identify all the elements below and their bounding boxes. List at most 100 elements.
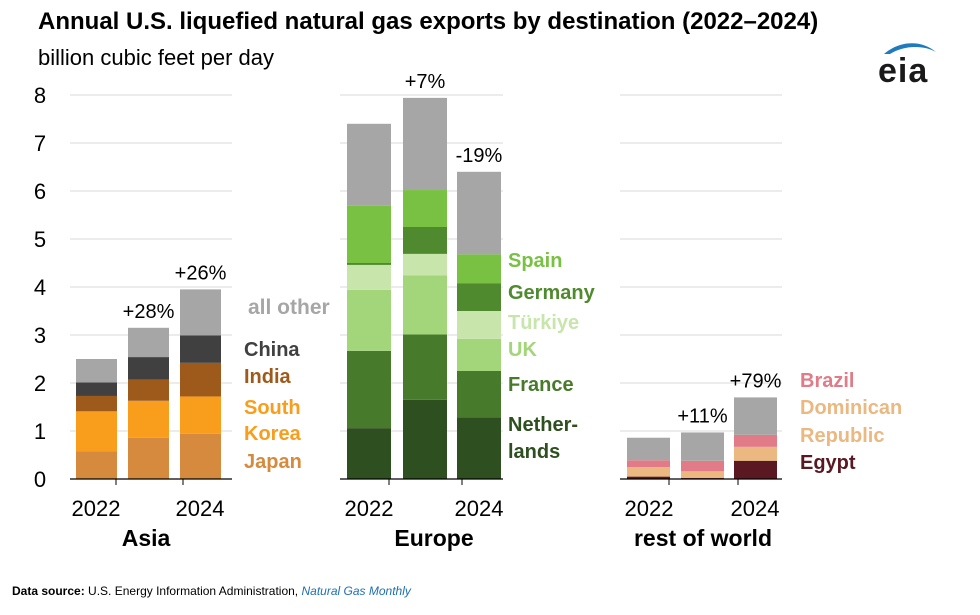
bar-segment [180, 289, 221, 336]
chart-subtitle: billion cubic feet per day [38, 45, 275, 70]
y-axis: 0 1 2 3 4 5 6 7 8 [34, 83, 46, 492]
bar-segment [347, 289, 391, 351]
bar-segment [347, 123, 391, 206]
bar-segment [76, 382, 117, 396]
bar-segment [681, 460, 724, 472]
bar-segment [128, 327, 169, 358]
group-name-label: rest of world [634, 525, 772, 551]
bar-segment [403, 97, 447, 191]
legend-label: Republic [800, 425, 884, 447]
y-tick-label: 7 [34, 131, 46, 156]
bar-segment [734, 446, 777, 461]
legend-label: Brazil [800, 370, 854, 392]
footer-publication-link[interactable]: Natural Gas Monthly [301, 584, 411, 598]
x-tick-label: 2022 [345, 496, 394, 521]
legend-label: Germany [508, 282, 596, 304]
x-tick-label: 2024 [731, 496, 780, 521]
bar-segment [627, 476, 670, 479]
y-tick-label: 2 [34, 371, 46, 396]
bar-segment [457, 171, 501, 255]
bar-segment [457, 417, 501, 479]
legend-label: lands [508, 441, 560, 463]
bar-change-label: +79% [730, 370, 782, 392]
bar-change-label: +26% [175, 262, 227, 284]
bar-segment [403, 227, 447, 254]
group-name-label: Asia [122, 525, 171, 551]
bar-segment [180, 433, 221, 479]
bar-segment [180, 335, 221, 363]
legend-label: Dominican [800, 397, 902, 419]
y-tick-label: 8 [34, 83, 46, 108]
bar-segment [128, 357, 169, 380]
bar-segment [403, 275, 447, 335]
bar-segment [457, 254, 501, 284]
bar-segment [128, 400, 169, 438]
x-tick-label: 2022 [72, 496, 121, 521]
lng-exports-chart: 0 1 2 3 4 5 6 7 8 +28%+26% +7% -19% +11%+79% China I… [34, 71, 902, 551]
bar-segment [347, 428, 391, 479]
bar-segment [403, 190, 447, 227]
legend-label: UK [508, 339, 537, 361]
chart-title: Annual U.S. liquefied natural gas export… [38, 8, 819, 35]
legend-label: Spain [508, 250, 562, 272]
bar-segment [734, 460, 777, 479]
bar-segment [76, 395, 117, 412]
bar-segment [734, 397, 777, 435]
legend-label: Egypt [800, 452, 856, 474]
bar-change-label: -19% [456, 145, 503, 167]
bar-change-label: +7% [405, 71, 446, 93]
eia-logo: eia [878, 40, 940, 90]
bar-segment [627, 460, 670, 467]
bar-segment [128, 437, 169, 479]
legend-label: France [508, 374, 574, 396]
bar-segment [347, 264, 391, 290]
bar-segment [403, 253, 447, 276]
data-source-footer: Data source: U.S. Energy Information Adm… [12, 584, 411, 598]
y-tick-label: 5 [34, 227, 46, 252]
legend-label: India [244, 366, 292, 388]
y-tick-label: 6 [34, 179, 46, 204]
bar-change-label: +28% [123, 301, 175, 323]
legend-labels: China India South Korea Japan Spain Germany Tür… [244, 250, 902, 474]
bar-segment [734, 434, 777, 447]
x-tick-label: 2024 [176, 496, 225, 521]
bar-segment [681, 471, 724, 479]
y-tick-label: 0 [34, 467, 46, 492]
y-tick-label: 1 [34, 419, 46, 444]
bar-change-label: +11% [677, 405, 727, 427]
bars [76, 97, 777, 479]
y-tick-label: 4 [34, 275, 46, 300]
bar-segment [457, 338, 501, 371]
bar-segment [627, 467, 670, 477]
bar-segment [457, 283, 501, 311]
bar-segment [128, 379, 169, 401]
bar-segment [347, 263, 391, 265]
bar-segment [180, 362, 221, 397]
bar-segment [457, 311, 501, 339]
x-tick-label: 2022 [625, 496, 674, 521]
x-tick-label: 2024 [455, 496, 504, 521]
bar-segment [76, 411, 117, 452]
legend-label: Japan [244, 451, 302, 473]
footer-label: Data source: [12, 584, 85, 598]
bar-segment [180, 396, 221, 434]
eia-logo-text: eia [878, 52, 929, 90]
bar-segment [627, 437, 670, 461]
bar-segment [403, 334, 447, 400]
bar-segment [76, 451, 117, 479]
bar-segment [403, 399, 447, 479]
group-name-label: Europe [394, 525, 473, 551]
legend-label: Korea [244, 423, 302, 445]
bar-segment [681, 432, 724, 461]
bar-segment [76, 359, 117, 383]
legend-label: China [244, 339, 300, 361]
y-tick-label: 3 [34, 323, 46, 348]
legend-label: Türkiye [508, 312, 579, 334]
legend-label-all-other: all other [248, 296, 330, 319]
legend-label: Nether- [508, 414, 578, 436]
legend-label: South [244, 397, 301, 419]
bar-annotations: +28%+26% +7% -19% +11%+79% [123, 71, 782, 428]
bar-segment [347, 205, 391, 263]
bar-segment [457, 371, 501, 418]
